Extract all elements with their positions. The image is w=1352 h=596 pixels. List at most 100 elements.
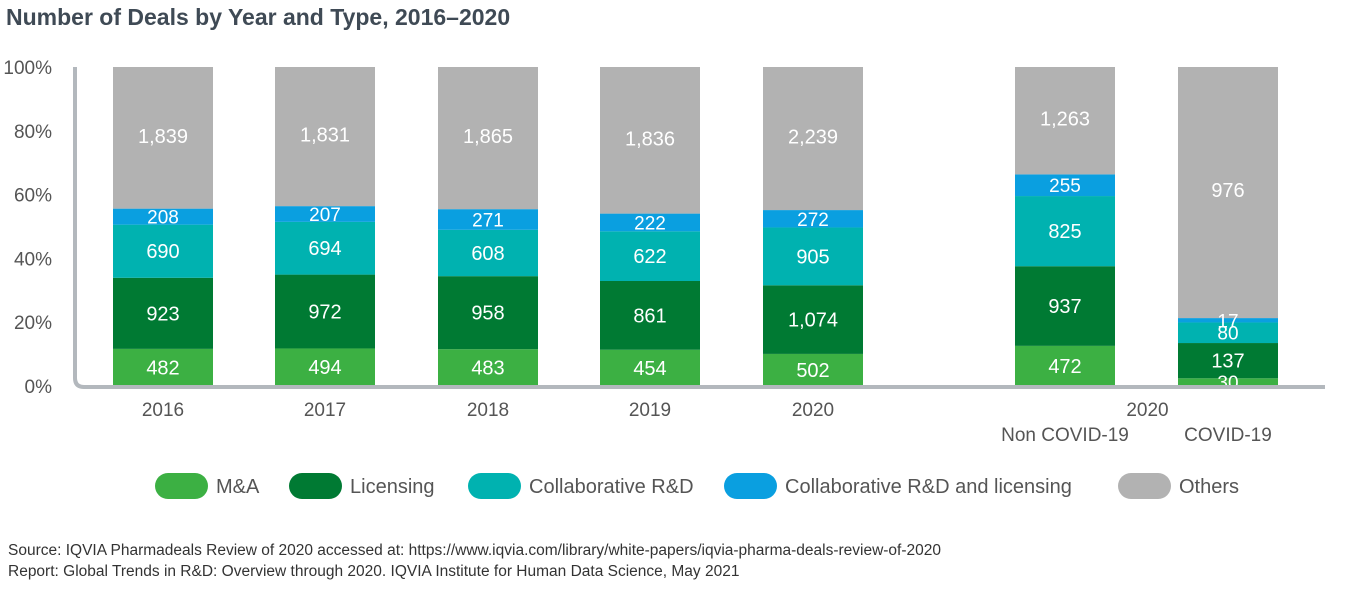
data-label: 1,836	[625, 128, 675, 150]
data-label: 958	[471, 303, 504, 325]
data-label: 454	[633, 358, 666, 380]
data-label: 255	[1049, 176, 1081, 197]
bar-segment	[275, 206, 375, 222]
data-label: 17	[1217, 311, 1238, 332]
bar-segment	[113, 348, 213, 386]
y-tick-label: 60%	[14, 186, 52, 207]
data-label: 208	[147, 208, 179, 229]
bar-segment	[763, 210, 863, 228]
bar-segment	[438, 209, 538, 230]
bar-segment	[763, 67, 863, 211]
x-tick-label: Non COVID-19	[1001, 425, 1129, 446]
chart-title: Number of Deals by Year and Type, 2016–2…	[6, 4, 511, 30]
x-tick-label: 2017	[304, 400, 346, 421]
data-label: 608	[471, 243, 504, 265]
data-label: 271	[472, 210, 504, 231]
bar-segment	[438, 67, 538, 210]
y-tick-label: 0%	[25, 377, 53, 398]
data-label: 1,074	[788, 310, 838, 332]
axis-line	[73, 67, 1325, 389]
bar-segment	[763, 353, 863, 386]
x-group-label: 2020	[1126, 400, 1168, 421]
bar-segment	[1015, 345, 1115, 386]
y-tick-label: 100%	[3, 58, 52, 79]
bar-segment	[1178, 378, 1278, 386]
legend-swatch	[468, 473, 521, 499]
data-label: 30	[1217, 373, 1238, 394]
data-label: 905	[796, 246, 829, 268]
bar-segment	[438, 229, 538, 277]
data-label: 1,865	[463, 126, 513, 148]
bar-segment	[113, 224, 213, 278]
bar-segment	[600, 67, 700, 214]
bar-segment	[1178, 318, 1278, 323]
legend-label: Others	[1179, 476, 1239, 498]
bar-segment	[1015, 196, 1115, 267]
legend-swatch	[724, 473, 777, 499]
bar-segment	[438, 276, 538, 350]
data-label: 207	[309, 205, 341, 226]
bar-segment	[113, 67, 213, 209]
legend-label: Licensing	[350, 476, 435, 498]
bar-segment	[600, 349, 700, 386]
bar-segment	[275, 348, 375, 386]
x-tick-label: 2018	[467, 400, 509, 421]
data-label: 690	[146, 241, 179, 263]
data-label: 502	[796, 360, 829, 382]
x-tick-label: 2016	[142, 400, 184, 421]
bar-segment	[1015, 67, 1115, 175]
data-label: 1,839	[138, 126, 188, 148]
source-line-2: Report: Global Trends in R&D: Overview t…	[8, 563, 740, 580]
data-label: 923	[146, 303, 179, 325]
data-label: 972	[308, 302, 341, 324]
data-label: 976	[1211, 180, 1244, 202]
bar-segment	[763, 227, 863, 286]
data-label: 825	[1048, 221, 1081, 243]
y-tick-label: 40%	[14, 249, 52, 270]
data-label: 472	[1048, 356, 1081, 378]
legend-label: Collaborative R&D	[529, 476, 694, 498]
bar-segment	[1178, 322, 1278, 344]
bar-segment	[1178, 67, 1278, 319]
data-label: 494	[308, 357, 341, 379]
legend-swatch	[289, 473, 342, 499]
x-tick-label: COVID-19	[1184, 425, 1272, 446]
data-label: 694	[308, 238, 341, 260]
x-tick-label: 2019	[629, 400, 671, 421]
data-label: 1,831	[300, 125, 350, 147]
data-label: 482	[146, 357, 179, 379]
data-label: 483	[471, 358, 504, 380]
data-label: 622	[633, 246, 666, 268]
y-tick-label: 20%	[14, 313, 52, 334]
bar-segment	[600, 231, 700, 281]
bar-segment	[1015, 174, 1115, 197]
bar-segment	[438, 349, 538, 386]
bar-segment	[275, 274, 375, 349]
source-line-1: Source: IQVIA Pharmadeals Review of 2020…	[8, 542, 942, 559]
legend-swatch	[1118, 473, 1171, 499]
bar-segment	[1178, 343, 1278, 379]
bar-segment	[600, 280, 700, 350]
bar-segment	[763, 285, 863, 354]
bar-segment	[1015, 266, 1115, 346]
data-label: 137	[1211, 351, 1244, 373]
data-label: 1,263	[1040, 109, 1090, 131]
stacked-bar-chart: 0% 20% 40% 60% 80% 100% 482 923 690 208 1,839 494 97…	[3, 58, 1325, 499]
bar-segment	[113, 208, 213, 225]
data-label: 222	[634, 213, 666, 234]
data-label: 80	[1217, 324, 1238, 345]
data-label: 861	[633, 305, 666, 327]
data-label: 272	[797, 210, 829, 231]
legend-label: M&A	[216, 476, 260, 498]
y-tick-label: 80%	[14, 122, 52, 143]
legend-swatch	[155, 473, 208, 499]
bar-segment	[275, 67, 375, 207]
legend-label: Collaborative R&D and licensing	[785, 476, 1072, 498]
bar-segment	[600, 213, 700, 232]
data-label: 937	[1048, 296, 1081, 318]
source-note: Source: IQVIA Pharmadeals Review of 2020…	[8, 540, 941, 582]
data-label: 2,239	[788, 127, 838, 149]
bar-segment	[275, 221, 375, 275]
bar-segment	[113, 277, 213, 349]
x-tick-label: 2020	[792, 400, 834, 421]
